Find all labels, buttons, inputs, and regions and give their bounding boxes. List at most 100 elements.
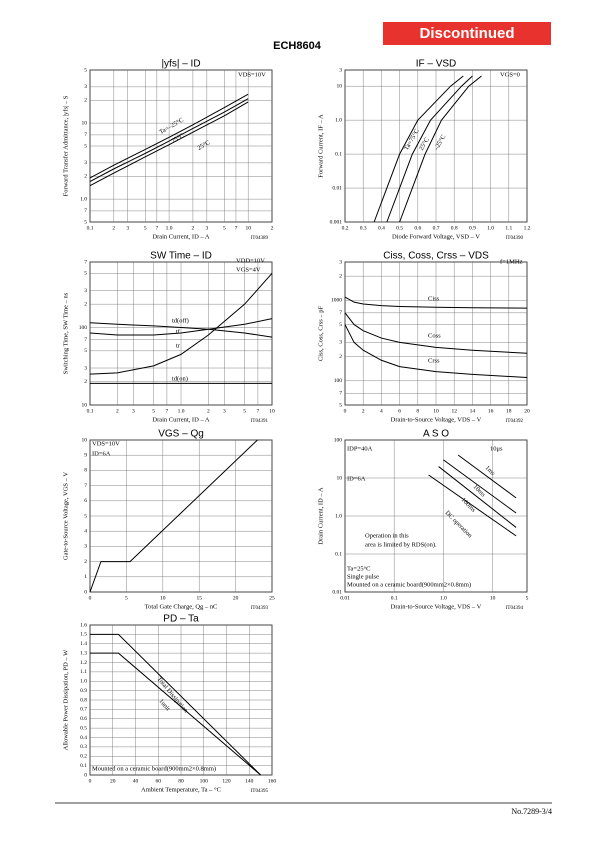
x-tick-label: 8 bbox=[416, 408, 419, 414]
y-tick-label: 1.5 bbox=[80, 632, 87, 638]
y-tick-label: 5 bbox=[84, 67, 87, 73]
y-tick-label: 4 bbox=[84, 528, 87, 534]
y-tick-label: 0.5 bbox=[80, 725, 87, 731]
chart-title: SW Time – ID bbox=[150, 251, 212, 262]
annotation: 10μs bbox=[490, 445, 503, 452]
y-tick-label: 10 bbox=[337, 475, 343, 481]
y-tick-label: 1.0 bbox=[335, 513, 342, 519]
y-tick-label: 3 bbox=[339, 67, 342, 73]
curve bbox=[344, 324, 528, 378]
curve bbox=[373, 75, 464, 223]
x-tick-label: 10 bbox=[160, 595, 166, 601]
y-tick-label: 1000 bbox=[331, 298, 342, 304]
curve bbox=[89, 322, 273, 338]
y-tick-label: 100 bbox=[79, 325, 88, 331]
curve bbox=[443, 459, 517, 514]
x-tick-label: 0 bbox=[89, 595, 92, 601]
x-tick-label: 140 bbox=[245, 778, 254, 784]
y-tick-label: 2 bbox=[339, 354, 342, 360]
y-tick-label: 5 bbox=[339, 402, 342, 408]
y-axis-label: Drain Current, ID – A bbox=[317, 487, 324, 545]
y-axis-label: Gate-to-Source Voltage, VGS – V bbox=[62, 472, 69, 560]
y-tick-label: 0.1 bbox=[335, 151, 342, 157]
x-tick-label: 2 bbox=[207, 408, 210, 414]
x-axis-label: Drain-to-Source Voltage, VDS – V bbox=[391, 603, 482, 610]
annotation: VDS=10V bbox=[92, 440, 120, 447]
annotation: VGS=4V bbox=[236, 266, 261, 273]
x-tick-label: 7 bbox=[257, 408, 260, 414]
y-tick-label: 8 bbox=[84, 468, 87, 474]
x-tick-label: 1.1 bbox=[505, 225, 512, 231]
x-tick-label: 0.7 bbox=[433, 225, 440, 231]
x-tick-label: 7 bbox=[235, 225, 238, 231]
y-tick-label: 3 bbox=[84, 544, 87, 550]
x-tick-label: 6 bbox=[398, 408, 401, 414]
x-tick-label: 100 bbox=[200, 778, 209, 784]
x-tick-label: 3 bbox=[126, 225, 129, 231]
x-tick-label: 1.0 bbox=[487, 225, 494, 231]
y-axis-label: Forward Current, IF – A bbox=[317, 114, 324, 178]
x-tick-label: 4 bbox=[380, 408, 383, 414]
x-tick-label: 0.5 bbox=[396, 225, 403, 231]
curve bbox=[89, 98, 249, 183]
x-tick-label: 0.6 bbox=[414, 225, 421, 231]
y-tick-label: 1.0 bbox=[335, 117, 342, 123]
curve-label: td(off) bbox=[172, 317, 189, 324]
y-tick-label: 0.2 bbox=[80, 754, 87, 760]
y-tick-label: 0.9 bbox=[80, 688, 87, 694]
x-tick-label: 160 bbox=[268, 778, 277, 784]
x-tick-label: 5 bbox=[125, 595, 128, 601]
y-tick-label: 3 bbox=[339, 340, 342, 346]
y-tick-label: 1.0 bbox=[80, 679, 87, 685]
curve bbox=[89, 101, 249, 187]
x-tick-label: 1.0 bbox=[166, 225, 173, 231]
y-tick-label: 0.6 bbox=[80, 716, 87, 722]
y-tick-label: 0.3 bbox=[80, 744, 87, 750]
x-tick-label: 0 bbox=[89, 778, 92, 784]
x-tick-label: 2 bbox=[112, 225, 115, 231]
y-tick-label: 10 bbox=[82, 437, 88, 443]
x-tick-label: 12 bbox=[451, 408, 457, 414]
y-tick-label: 0 bbox=[84, 772, 87, 778]
x-tick-label: 14 bbox=[470, 408, 476, 414]
y-tick-label: 100 bbox=[334, 437, 343, 443]
curve bbox=[90, 652, 261, 776]
x-tick-label: 60 bbox=[156, 778, 162, 784]
figure-code: IT04391 bbox=[251, 419, 269, 424]
curve bbox=[89, 93, 249, 179]
chart-title: |yfs| – ID bbox=[161, 59, 200, 70]
annotation: ID=6A bbox=[347, 475, 366, 482]
curve bbox=[344, 296, 528, 309]
curve-label: tr bbox=[176, 342, 181, 349]
curve-label: Ciss bbox=[428, 295, 440, 302]
y-axis-label: Forward Transfer Admittance, |yfs| – S bbox=[62, 95, 69, 196]
x-tick-label: 7 bbox=[155, 225, 158, 231]
curve-label: Coss bbox=[428, 332, 441, 339]
y-axis-label: Switching Time, SW Time – ns bbox=[62, 292, 69, 374]
x-tick-label: 5 bbox=[223, 225, 226, 231]
x-tick-label: 0.3 bbox=[360, 225, 367, 231]
y-tick-label: 9 bbox=[84, 452, 87, 458]
x-tick-label: 0 bbox=[344, 408, 347, 414]
x-tick-label: 5 bbox=[243, 408, 246, 414]
x-tick-label: 18 bbox=[506, 408, 512, 414]
x-tick-label: 20 bbox=[110, 778, 116, 784]
y-tick-label: 2 bbox=[84, 301, 87, 307]
y-tick-label: 7 bbox=[84, 259, 87, 265]
figure-code: IT04390 bbox=[506, 236, 524, 241]
x-tick-label: 5 bbox=[144, 225, 147, 231]
x-tick-label: 2 bbox=[271, 225, 274, 231]
x-tick-label: 5 bbox=[526, 595, 529, 601]
y-tick-label: 1.6 bbox=[80, 622, 87, 628]
y-tick-label: 2 bbox=[339, 273, 342, 279]
y-tick-label: 6 bbox=[84, 498, 87, 504]
y-tick-label: 1.0 bbox=[80, 196, 87, 202]
x-tick-label: 15 bbox=[196, 595, 202, 601]
chart-title: PD – Ta bbox=[163, 614, 199, 625]
y-tick-label: 5 bbox=[84, 219, 87, 225]
curve bbox=[399, 75, 482, 223]
curve bbox=[89, 318, 273, 336]
curve bbox=[438, 466, 517, 528]
y-tick-label: 5 bbox=[84, 348, 87, 354]
